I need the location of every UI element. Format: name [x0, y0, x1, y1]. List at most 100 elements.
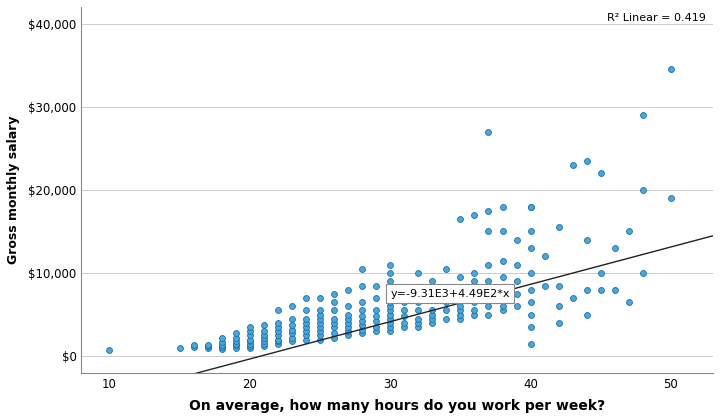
Point [216, 341, 228, 348]
Point [370, 328, 382, 335]
Point [370, 313, 382, 320]
Point [328, 330, 340, 336]
Point [356, 321, 368, 328]
Point [384, 320, 396, 326]
Point [413, 270, 424, 276]
Point [230, 342, 241, 349]
Point [609, 286, 621, 293]
Point [258, 321, 269, 328]
Point [623, 228, 634, 235]
Point [314, 332, 325, 339]
Point [230, 340, 241, 347]
Point [469, 270, 480, 276]
Point [328, 307, 340, 314]
Point [398, 307, 410, 314]
Point [286, 315, 297, 322]
Point [525, 340, 536, 347]
Point [258, 328, 269, 335]
Point [314, 336, 325, 343]
Point [525, 203, 536, 210]
Point [300, 315, 312, 322]
Point [314, 315, 325, 322]
Text: y=-9.31E3+4.49E2*x: y=-9.31E3+4.49E2*x [390, 289, 510, 299]
Point [413, 286, 424, 293]
Point [497, 228, 508, 235]
Point [216, 345, 228, 352]
Point [342, 328, 354, 335]
Point [328, 324, 340, 331]
Point [609, 245, 621, 252]
Point [510, 261, 522, 268]
Point [595, 170, 606, 177]
Point [244, 344, 256, 351]
Point [244, 343, 256, 349]
Point [300, 320, 312, 326]
Point [413, 307, 424, 314]
Point [454, 315, 466, 322]
Point [426, 278, 438, 285]
Point [202, 344, 214, 351]
Point [441, 286, 452, 293]
Point [258, 332, 269, 339]
Point [328, 315, 340, 322]
Point [342, 332, 354, 339]
Point [286, 321, 297, 328]
Point [398, 320, 410, 326]
Point [525, 270, 536, 276]
Point [104, 346, 115, 353]
Point [356, 326, 368, 333]
Point [441, 315, 452, 322]
Point [370, 324, 382, 331]
Point [595, 286, 606, 293]
Point [356, 282, 368, 289]
Point [384, 315, 396, 322]
Point [525, 311, 536, 318]
Point [328, 335, 340, 341]
X-axis label: On average, how many hours do you work per week?: On average, how many hours do you work p… [189, 399, 606, 413]
Point [482, 261, 494, 268]
Point [637, 186, 649, 193]
Point [356, 307, 368, 314]
Point [426, 311, 438, 318]
Point [188, 342, 199, 349]
Point [426, 315, 438, 322]
Point [469, 291, 480, 297]
Point [454, 311, 466, 318]
Point [230, 335, 241, 341]
Point [230, 344, 241, 351]
Point [567, 162, 578, 168]
Point [244, 324, 256, 331]
Point [482, 295, 494, 302]
Point [497, 307, 508, 314]
Point [384, 261, 396, 268]
Point [356, 299, 368, 305]
Point [202, 343, 214, 349]
Point [413, 320, 424, 326]
Point [244, 338, 256, 345]
Point [384, 324, 396, 331]
Point [454, 307, 466, 314]
Point [244, 340, 256, 347]
Point [300, 295, 312, 302]
Point [272, 320, 284, 326]
Point [244, 332, 256, 339]
Point [581, 286, 593, 293]
Point [286, 335, 297, 341]
Point [356, 330, 368, 336]
Point [454, 274, 466, 281]
Point [244, 328, 256, 335]
Point [356, 318, 368, 325]
Point [510, 303, 522, 310]
Point [258, 338, 269, 345]
Point [216, 339, 228, 346]
Point [525, 245, 536, 252]
Point [482, 278, 494, 285]
Point [188, 344, 199, 350]
Point [469, 311, 480, 318]
Point [469, 278, 480, 285]
Point [553, 224, 564, 231]
Point [258, 340, 269, 347]
Point [525, 228, 536, 235]
Point [356, 313, 368, 320]
Point [482, 311, 494, 318]
